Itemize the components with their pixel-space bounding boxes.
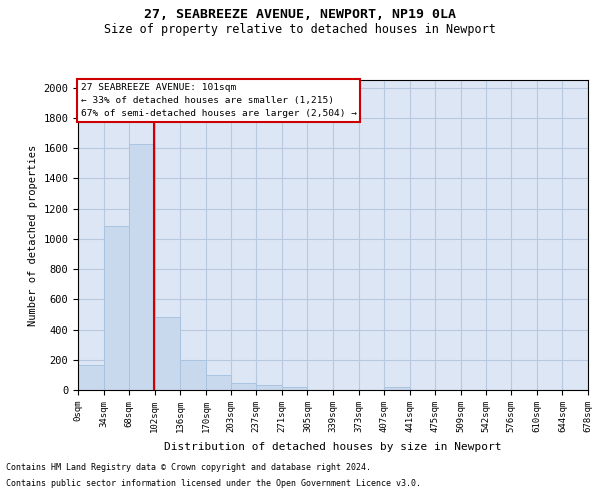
Bar [181, 360, 206, 390]
Text: Contains HM Land Registry data © Crown copyright and database right 2024.: Contains HM Land Registry data © Crown c… [6, 464, 371, 472]
Bar [155, 318, 181, 390]
Bar [230, 383, 256, 390]
Text: Contains public sector information licensed under the Open Government Licence v3: Contains public sector information licen… [6, 478, 421, 488]
Bar [129, 144, 155, 390]
Text: 27 SEABREEZE AVENUE: 101sqm
← 33% of detached houses are smaller (1,215)
67% of : 27 SEABREEZE AVENUE: 101sqm ← 33% of det… [80, 83, 356, 118]
Y-axis label: Number of detached properties: Number of detached properties [28, 144, 38, 326]
Bar [78, 365, 104, 390]
Text: 27, SEABREEZE AVENUE, NEWPORT, NP19 0LA: 27, SEABREEZE AVENUE, NEWPORT, NP19 0LA [144, 8, 456, 20]
Bar [282, 387, 307, 390]
Text: Distribution of detached houses by size in Newport: Distribution of detached houses by size … [164, 442, 502, 452]
Bar [256, 386, 282, 390]
Bar [104, 226, 129, 390]
Bar [206, 375, 230, 390]
Bar [384, 387, 410, 390]
Text: Size of property relative to detached houses in Newport: Size of property relative to detached ho… [104, 22, 496, 36]
